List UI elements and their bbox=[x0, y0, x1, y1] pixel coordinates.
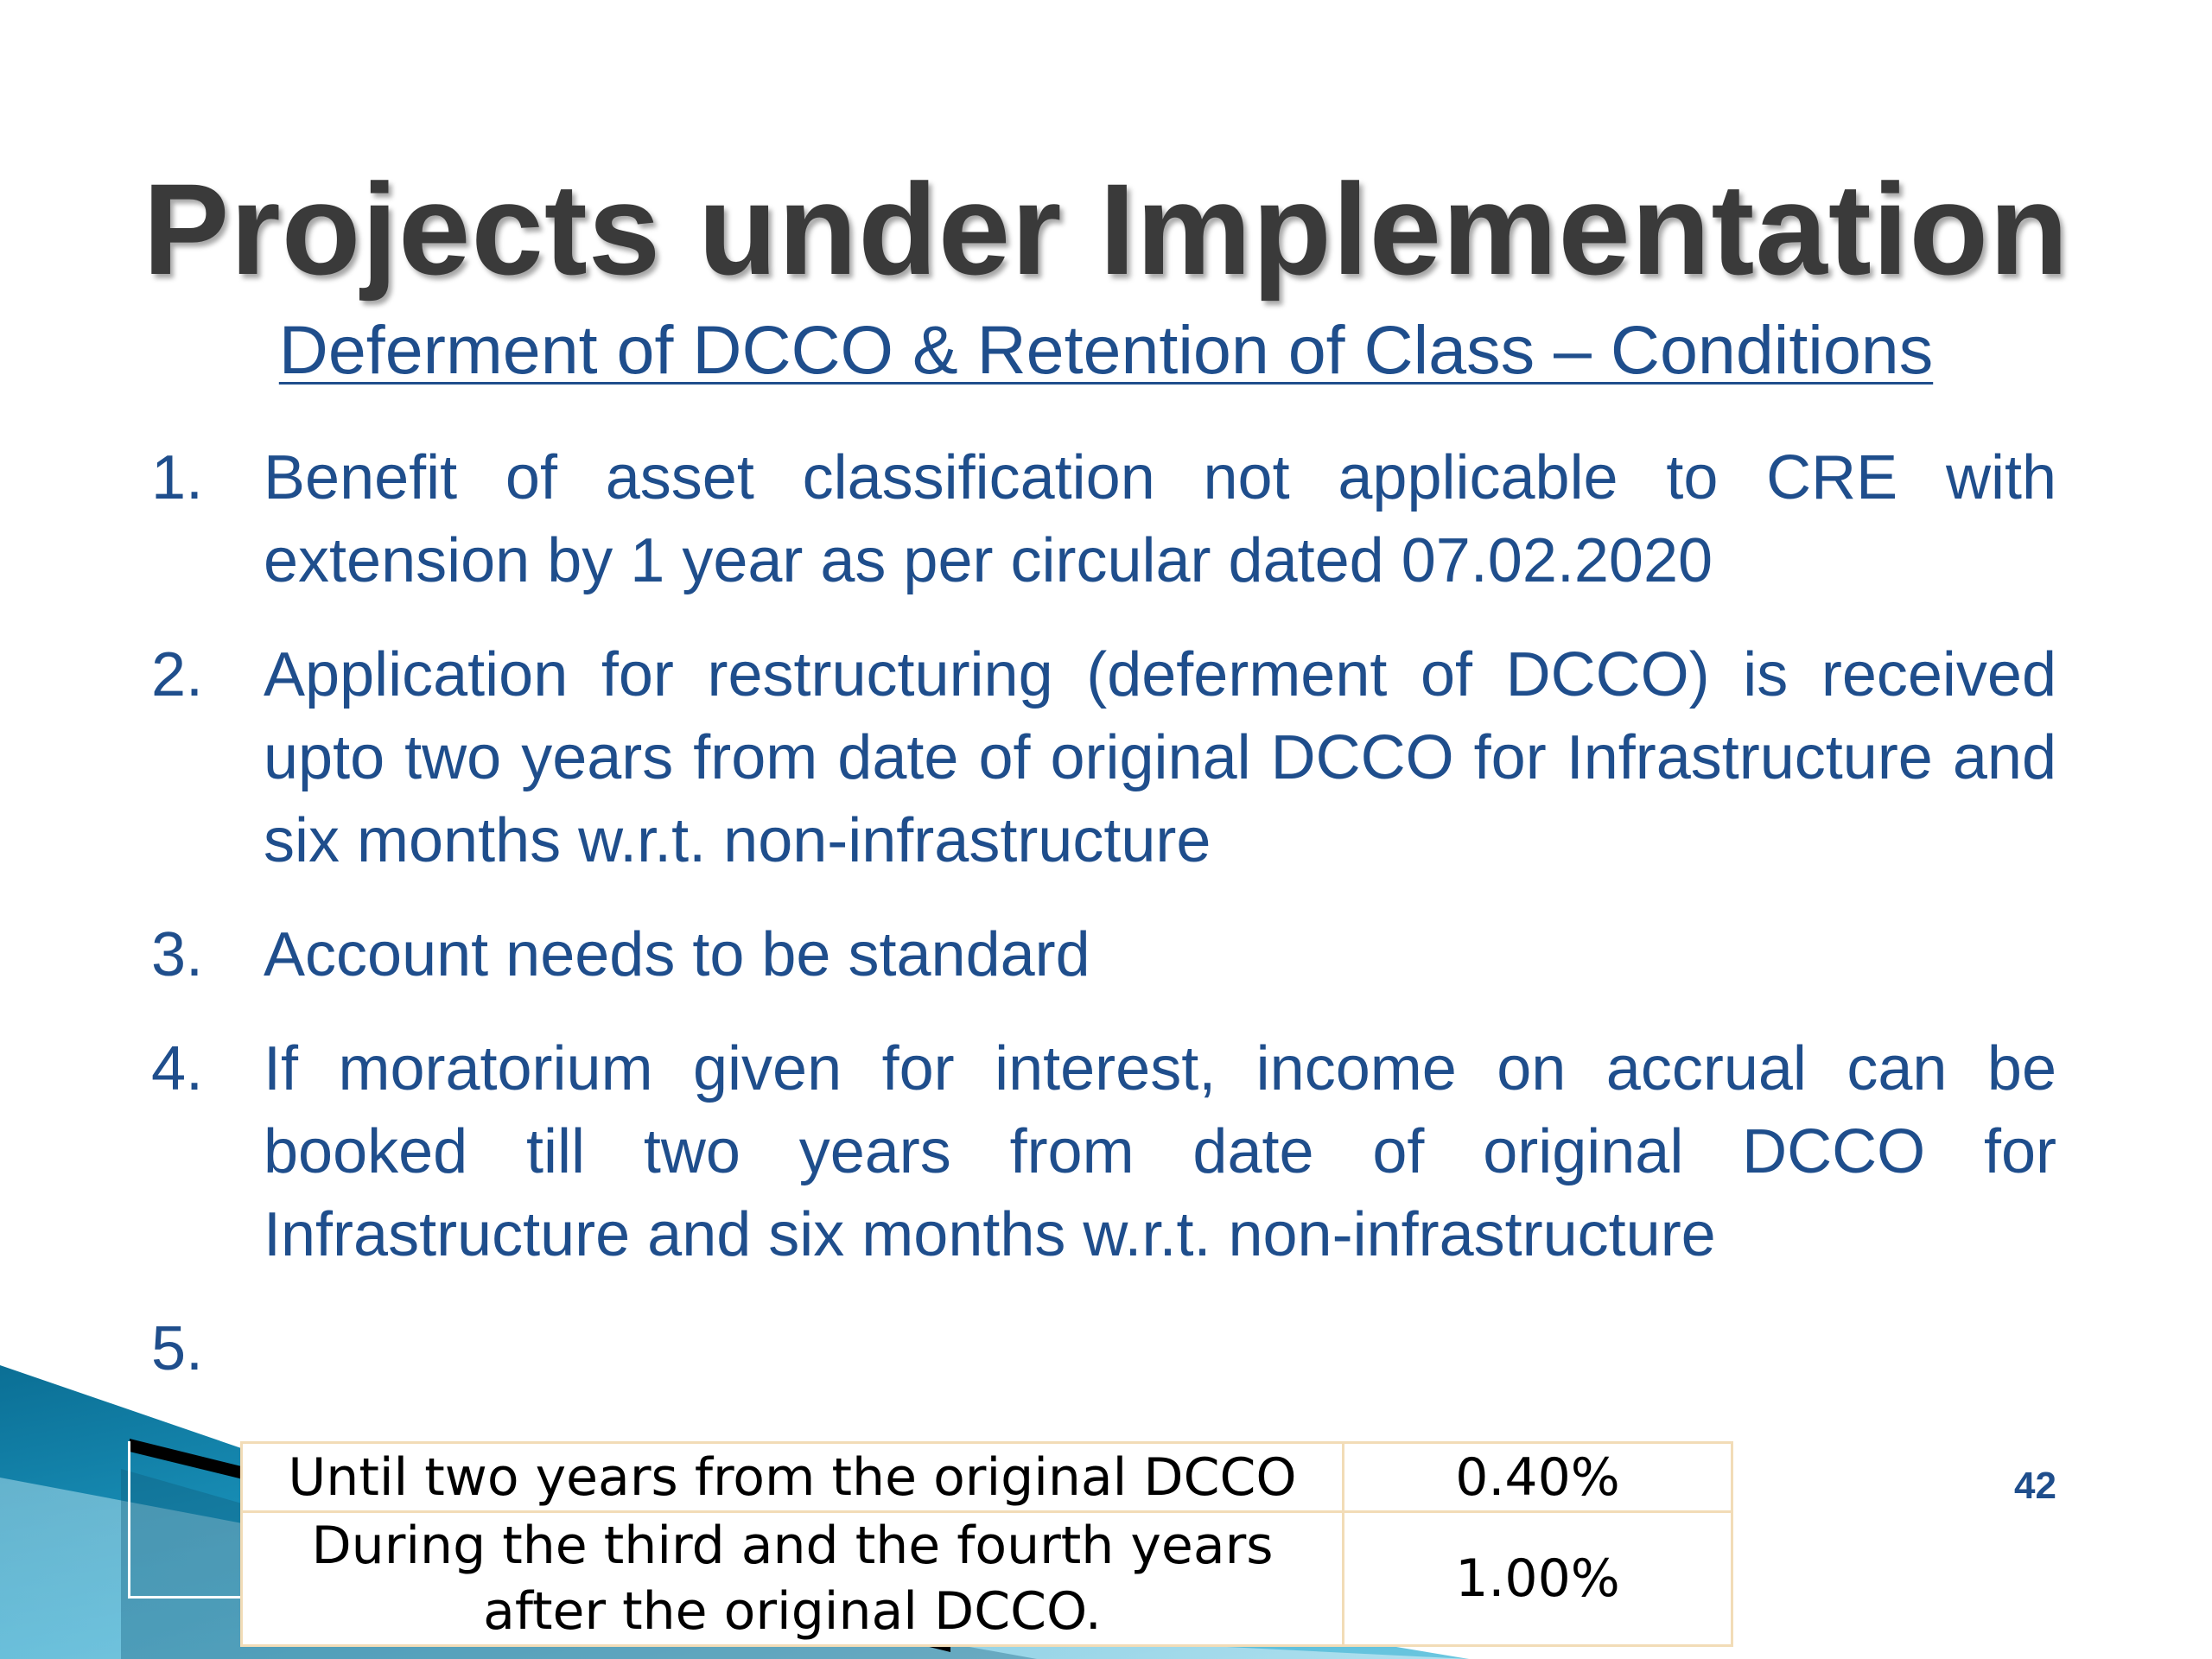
list-item-text: Application for restructuring (deferment… bbox=[264, 640, 2056, 875]
slide-title: Projects under Implementation bbox=[143, 156, 2069, 302]
list-item-number: 5. bbox=[151, 1314, 204, 1383]
list-item-text: If moratorium given for interest, income… bbox=[264, 1034, 2056, 1269]
list-item: 1. Benefit of asset classification not a… bbox=[151, 436, 2056, 602]
table-cell-condition: During the third and the fourth years af… bbox=[240, 1510, 1344, 1647]
list-item: 4. If moratorium given for interest, inc… bbox=[151, 1027, 2056, 1276]
list-item-text: Account needs to be standard bbox=[264, 920, 1090, 989]
table-cell-condition: Until two years from the original DCCO bbox=[240, 1441, 1344, 1513]
list-item-text: Benefit of asset classification not appl… bbox=[264, 443, 2056, 595]
table-cell-rate: 1.00% bbox=[1342, 1510, 1733, 1647]
conditions-list: 1. Benefit of asset classification not a… bbox=[151, 436, 2056, 1421]
list-item: 3. Account needs to be standard bbox=[151, 913, 2056, 996]
page-number: 42 bbox=[2014, 1465, 2056, 1507]
table-cell-rate: 0.40% bbox=[1342, 1441, 1733, 1513]
list-item-number: 3. bbox=[151, 920, 204, 989]
decorative-frame bbox=[128, 1441, 240, 1599]
list-item-number: 4. bbox=[151, 1034, 204, 1103]
table-row: Until two years from the original DCCO 0… bbox=[240, 1441, 1733, 1513]
provision-rate-table: Until two years from the original DCCO 0… bbox=[240, 1441, 1733, 1647]
table-row: During the third and the fourth years af… bbox=[240, 1510, 1733, 1647]
list-item: 2. Application for restructuring (deferm… bbox=[151, 633, 2056, 882]
slide-subtitle: Deferment of DCCO & Retention of Class –… bbox=[278, 311, 1934, 388]
list-item-number: 1. bbox=[151, 443, 204, 512]
list-item-number: 2. bbox=[151, 640, 204, 709]
list-item: 5. ​ bbox=[151, 1307, 2056, 1390]
